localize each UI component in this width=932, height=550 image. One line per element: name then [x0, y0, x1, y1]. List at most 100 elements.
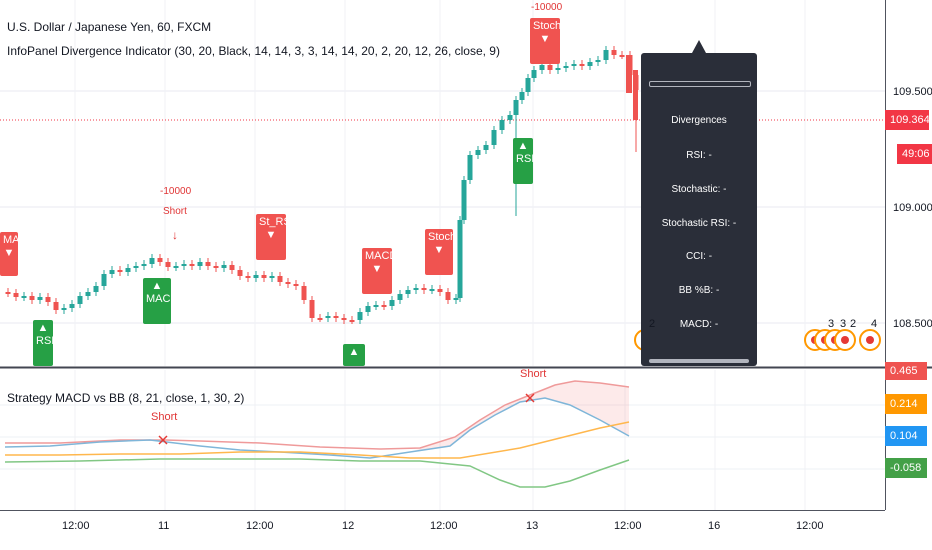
candle-body: [301, 286, 307, 300]
time-label: 12:00: [246, 520, 274, 532]
candle-body: [453, 298, 459, 300]
candle-body: [253, 275, 259, 278]
candle-body: [181, 264, 187, 266]
countdown-tag: 49:06: [897, 144, 932, 164]
event-badge-count: 3: [840, 318, 847, 330]
panel-title: Divergences: [671, 115, 727, 126]
candle-body: [69, 304, 75, 308]
time-label: 12:00: [62, 520, 90, 532]
strategy-title: Strategy MACD vs BB (8, 21, close, 1, 30…: [7, 391, 245, 405]
candle-body: [525, 78, 531, 92]
candle-body: [499, 120, 505, 130]
signal-stoch-short: Stoch ▼: [425, 229, 456, 275]
indicator-title: InfoPanel Divergence Indicator (30, 20, …: [7, 44, 500, 58]
sub-short-label-2: Short: [520, 368, 547, 380]
candle-body: [317, 318, 323, 320]
signal-macd-short: MACD ▼: [0, 232, 35, 276]
candle-body: [507, 115, 513, 120]
panel-pointer: [692, 40, 706, 53]
value-tag-blue: 0.104: [885, 426, 927, 446]
time-label: 11: [158, 520, 170, 532]
candle-body: [77, 296, 83, 304]
price-label-109500: 109.500: [893, 86, 932, 98]
price-label-109000: 109.000: [893, 202, 932, 214]
candle-body: [467, 155, 473, 180]
candle-body: [633, 70, 638, 120]
signal-stoch-short-2: Stoch ▼: [530, 18, 561, 64]
event-badge-count: 2: [850, 318, 857, 330]
candle-body: [457, 220, 463, 298]
candle-body: [437, 289, 443, 292]
candle-body: [293, 284, 299, 286]
sub-short-label-1: Short: [151, 411, 178, 423]
short1-arrow: ↓: [172, 228, 178, 242]
candle-body: [285, 282, 291, 284]
panel-row-bbpb: BB %B: -: [678, 285, 720, 296]
time-label: 12:00: [796, 520, 824, 532]
panel-bottom-handle[interactable]: [649, 359, 749, 363]
candle-body: [117, 270, 123, 272]
candle-body: [29, 296, 35, 300]
value-tag-green: -0.058: [885, 458, 927, 478]
signal-macd-short-2: MACD ▼: [362, 248, 397, 294]
panel-row-stochastic: Stochastic: -: [671, 184, 727, 195]
candle-body: [229, 265, 235, 270]
candle-body: [93, 286, 99, 292]
candle-body: [579, 64, 585, 66]
candle-body: [261, 275, 267, 278]
indicator-basis-line: [5, 421, 630, 459]
short-x-marker: [525, 393, 535, 403]
candle-body: [45, 297, 51, 302]
time-label: 13: [526, 520, 539, 532]
candle-body: [389, 300, 395, 306]
candle-body: [365, 306, 371, 312]
candle-body: [221, 265, 227, 268]
candle-body: [357, 312, 363, 320]
candle-body: [571, 64, 577, 66]
candle-body: [61, 308, 67, 310]
event-badge-dot: [866, 336, 874, 344]
candle-body: [109, 270, 115, 274]
event-badge-count: 2: [649, 318, 656, 330]
candle-body: [341, 318, 347, 320]
signal-macd-long: ▲ MACD: [143, 278, 178, 324]
candle-body: [531, 70, 537, 78]
candle-body: [53, 302, 59, 310]
candle-body: [547, 65, 553, 70]
candle-body: [461, 180, 467, 220]
candle-body: [587, 62, 593, 66]
current-price-tag: 109.364: [885, 110, 930, 130]
candle-body: [381, 305, 387, 307]
candle-body: [555, 68, 561, 70]
candle-body: [173, 266, 179, 268]
indicator-lower-band: [4, 458, 630, 488]
candle-body: [165, 262, 171, 267]
candle-body: [309, 300, 315, 318]
candle-body: [205, 262, 211, 266]
candle-body: [405, 290, 411, 294]
signal-rsi-long-2: ▲ RSI: [513, 138, 534, 184]
signal-stochrsi-short: St_RSI ▼: [256, 214, 294, 260]
candle-body: [563, 66, 569, 68]
short1-label: Short: [163, 206, 187, 217]
info-panel[interactable]: Divergences RSI: - Stochastic: - Stochas…: [641, 53, 757, 366]
candle-body: [626, 55, 632, 93]
panel-top-handle[interactable]: [649, 81, 751, 87]
event-badge-dot: [841, 336, 849, 344]
time-label: 16: [708, 520, 721, 532]
candle-body: [619, 55, 625, 57]
candle-body: [197, 262, 203, 266]
candle-body: [475, 150, 481, 155]
candle-body: [269, 276, 275, 278]
candle-body: [429, 289, 435, 291]
panel-row-cci: CCI: -: [685, 251, 713, 262]
candle-body: [157, 258, 163, 262]
candle-body: [101, 274, 107, 286]
candle-body: [333, 316, 339, 318]
candle-body: [483, 145, 489, 150]
candle-body: [245, 276, 251, 278]
candle-body: [539, 65, 545, 70]
value-tag-red: 0.465: [885, 362, 927, 380]
